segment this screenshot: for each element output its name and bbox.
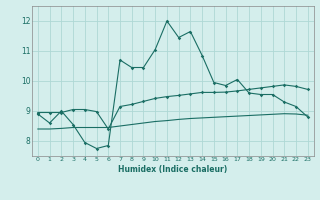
X-axis label: Humidex (Indice chaleur): Humidex (Indice chaleur) <box>118 165 228 174</box>
